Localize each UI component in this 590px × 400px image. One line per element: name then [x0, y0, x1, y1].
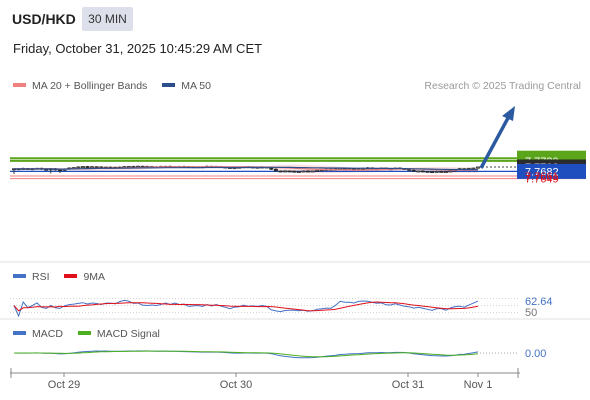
- rsi-ma-line: [13, 301, 479, 312]
- candle-body-58: [278, 170, 283, 173]
- candle-body-65: [310, 170, 315, 173]
- time-tick-label-1: Oct 30: [220, 379, 252, 391]
- candle-body-62: [296, 171, 301, 174]
- legend-swatch-9ma: [64, 274, 78, 279]
- chart-datetime: Friday, October 31, 2025 10:45:29 AM CET: [13, 41, 263, 56]
- time-axis: Oct 29 Oct 30 Oct 31 Nov 1: [0, 261, 590, 391]
- legend-main: MA 20 + Bollinger Bands MA 50: [13, 80, 211, 92]
- level-label-4: 7.7661: [525, 171, 559, 183]
- macd-panel: 0.00: [13, 348, 546, 360]
- time-tick-label-3: Nov 1: [464, 379, 493, 391]
- legend-macd: MACD MACD Signal: [13, 328, 160, 340]
- time-tick-label-0: Oct 29: [48, 379, 80, 391]
- legend-swatch-macd: [13, 331, 26, 336]
- time-tick-label-2: Oct 31: [392, 379, 424, 391]
- macd-value-label: 0.00: [525, 348, 546, 360]
- legend-item-ma20: MA 20 + Bollinger Bands: [13, 80, 147, 92]
- candle-body-90: [425, 170, 430, 173]
- legend-swatch-rsi: [13, 274, 26, 279]
- legend-item-9ma: 9MA: [64, 271, 105, 283]
- legend-label-ma20: MA 20 + Bollinger Bands: [32, 80, 148, 92]
- legend-item-macd-signal: MACD Signal: [77, 328, 160, 340]
- legend-label-9ma: 9MA: [83, 271, 106, 283]
- candle-body-64: [306, 170, 311, 173]
- candle-body-61: [292, 170, 297, 173]
- candle-body-15: [80, 166, 85, 168]
- rsi-value-bg: [522, 295, 562, 308]
- candle-body-95: [448, 170, 453, 173]
- rsi-line: [13, 299, 479, 318]
- candle-body-63: [301, 170, 306, 173]
- rsi-value-label: 62.64: [525, 296, 553, 308]
- level-label-3: 7.7682: [525, 166, 559, 178]
- moving-averages: [13, 166, 479, 171]
- legend-swatch-ma20: [13, 83, 26, 88]
- candle-body-100: [471, 167, 476, 170]
- credit-text: Research © 2025 Trading Central: [424, 80, 581, 92]
- candle-body-16: [85, 166, 90, 168]
- candle-body-94: [443, 171, 448, 174]
- candle-body-18: [94, 166, 99, 169]
- candle-body-14: [76, 166, 81, 169]
- rsi-ref-label: 50: [525, 307, 537, 319]
- chart-header: USD/HKD 30 MIN: [0, 0, 590, 36]
- legend-item-macd: MACD: [13, 328, 63, 340]
- timeframe-badge[interactable]: 30 MIN: [82, 7, 133, 31]
- macd-signal-line: [14, 350, 479, 358]
- legend-label-ma50: MA 50: [181, 80, 211, 92]
- candle-body-91: [430, 171, 435, 174]
- candle-body-101: [475, 166, 480, 169]
- candle-body-17: [90, 166, 95, 169]
- candle-body-92: [434, 170, 439, 173]
- legend-label-macd-signal: MACD Signal: [96, 328, 160, 340]
- forecast-arrow-head: [502, 106, 515, 121]
- legend-rsi: RSI 9MA: [13, 271, 105, 283]
- candle-body-93: [439, 170, 444, 173]
- legend-label-macd: MACD: [32, 328, 63, 340]
- candle-body-89: [420, 170, 425, 173]
- candle-body-87: [411, 169, 416, 172]
- price-levels: [10, 157, 586, 180]
- candle-body-60: [287, 170, 292, 173]
- candle-body-57: [273, 168, 278, 172]
- legend-swatch-macd-signal: [77, 331, 91, 336]
- candle-body-59: [283, 170, 288, 173]
- ma50-line: [13, 166, 478, 171]
- legend-label-rsi: RSI: [32, 271, 50, 283]
- level-label-5: 7.7649: [525, 174, 559, 186]
- legend-swatch-ma50: [162, 83, 176, 88]
- symbol-title: USD/HKD: [12, 11, 76, 27]
- forecast-arrow-shaft: [479, 117, 510, 169]
- legend-item-rsi: RSI: [13, 271, 50, 283]
- legend-item-ma50: MA 50: [162, 80, 211, 92]
- level-tag-3: [517, 163, 586, 179]
- forecast-arrow-icon: [479, 106, 515, 169]
- macd-line: [13, 350, 479, 359]
- candle-body-88: [416, 170, 421, 173]
- candle-body-66: [315, 169, 320, 172]
